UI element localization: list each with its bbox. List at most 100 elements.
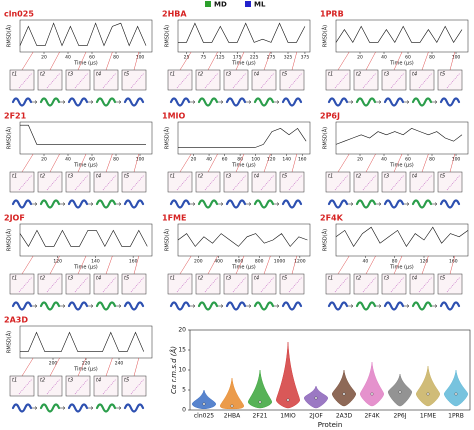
structure [123, 301, 145, 311]
frame-box [195, 273, 221, 295]
connector [21, 255, 34, 275]
x-axis-label: Time (μs) [73, 367, 98, 373]
arrow [404, 202, 410, 206]
structure [11, 403, 33, 413]
arrow [274, 100, 280, 104]
violin [191, 389, 217, 410]
x-tick-label: 1FME [420, 413, 436, 420]
frame-label: t4 [96, 174, 101, 180]
median [398, 390, 402, 394]
contact-diagonal [176, 72, 191, 89]
contact-diagonal [102, 174, 117, 191]
frame-label: t2 [198, 174, 203, 180]
rmsd-line [335, 226, 469, 247]
frame-label: t1 [12, 378, 17, 384]
arrow [218, 304, 224, 308]
rmsd-line [178, 127, 307, 148]
median [454, 392, 458, 396]
frame-label: t4 [412, 174, 417, 180]
frame-label: t3 [68, 378, 73, 384]
connector [105, 51, 113, 71]
frame-label: t4 [254, 174, 259, 180]
y-tick-label: 0 [182, 407, 186, 414]
x-axis-label: Time (μs) [231, 163, 256, 169]
arrow [246, 100, 252, 104]
frame-box [93, 375, 119, 397]
contact-diagonal [362, 72, 377, 89]
violin [247, 369, 273, 409]
x-tick-label: 325 [284, 55, 293, 61]
arrow [88, 406, 94, 410]
x-tick-label: 40 [65, 55, 71, 61]
arrow [88, 202, 94, 206]
frame-label: t4 [96, 276, 101, 282]
connector [337, 51, 350, 71]
frame-label: t3 [68, 72, 73, 78]
violin [415, 365, 441, 407]
frame-box [121, 375, 147, 397]
connector [291, 51, 297, 71]
structure [253, 301, 275, 311]
median [370, 392, 374, 396]
connector [393, 255, 403, 275]
x-tick-label: 175 [233, 55, 242, 61]
frame-box [353, 69, 379, 91]
arrow [246, 304, 252, 308]
structure [39, 403, 61, 413]
contact-diagonal [74, 174, 89, 191]
structure [39, 199, 61, 209]
frame-box [167, 171, 193, 193]
arrow [376, 100, 382, 104]
contact-diagonal [446, 276, 461, 293]
frame-label: t4 [412, 276, 417, 282]
connector [393, 153, 403, 173]
structure [383, 97, 405, 107]
contact-diagonal [390, 72, 405, 89]
contact-diagonal [288, 72, 303, 89]
x-tick-label: 80 [113, 157, 119, 163]
frame-box [279, 171, 305, 193]
panel-title: 1FME [162, 214, 186, 223]
connector [133, 357, 139, 377]
panel-title: cln025 [4, 10, 34, 19]
x-tick-label: 20 [357, 157, 363, 163]
connector [77, 255, 87, 275]
contact-diagonal [334, 276, 349, 293]
arrow [116, 100, 122, 104]
frame-box [409, 171, 435, 193]
contact-diagonal [204, 174, 219, 191]
arrow [274, 304, 280, 308]
connector [207, 255, 218, 275]
frame-box [325, 171, 351, 193]
arrow [404, 100, 410, 104]
structure [327, 199, 349, 209]
contact-diagonal [102, 72, 117, 89]
structure [197, 301, 219, 311]
arrow [376, 202, 382, 206]
x-tick-label: 400 [214, 259, 223, 265]
y-axis-label: RMSD(Å) [6, 25, 13, 47]
x-tick-label: 80 [113, 55, 119, 61]
arrow [60, 202, 66, 206]
connector [291, 255, 297, 275]
y-tick-label: 15 [178, 347, 186, 354]
frame-box [353, 273, 379, 295]
frame-label: t4 [96, 72, 101, 78]
x-tick-label: 40 [65, 157, 71, 163]
frame-label: t1 [328, 174, 333, 180]
x-axis-label: Time (μs) [73, 61, 98, 67]
structure [197, 97, 219, 107]
frame-label: t5 [124, 276, 129, 282]
frame-label: t5 [440, 72, 445, 78]
structure [225, 199, 247, 209]
frame-box [93, 171, 119, 193]
x-tick-label: 240 [115, 361, 124, 367]
connector [263, 51, 271, 71]
frame-label: t1 [328, 72, 333, 78]
x-tick-label: 800 [255, 259, 264, 265]
frame-label: t3 [226, 174, 231, 180]
structure [411, 301, 433, 311]
x-tick-label: 600 [235, 259, 244, 265]
